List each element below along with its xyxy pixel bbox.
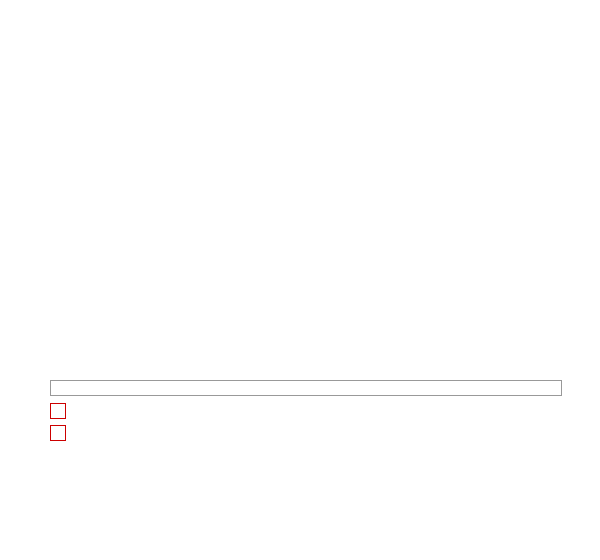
legend-row: [57, 388, 555, 392]
legend: [50, 380, 562, 396]
legend-swatch: [57, 389, 85, 391]
marker-badge: [50, 403, 66, 419]
chart-svg: [8, 10, 592, 374]
table-row: [50, 400, 562, 422]
marker-badge: [50, 425, 66, 441]
legend-swatch: [57, 385, 85, 387]
table-row: [50, 422, 562, 444]
price-chart: [8, 10, 592, 374]
transactions-table: [50, 400, 562, 444]
